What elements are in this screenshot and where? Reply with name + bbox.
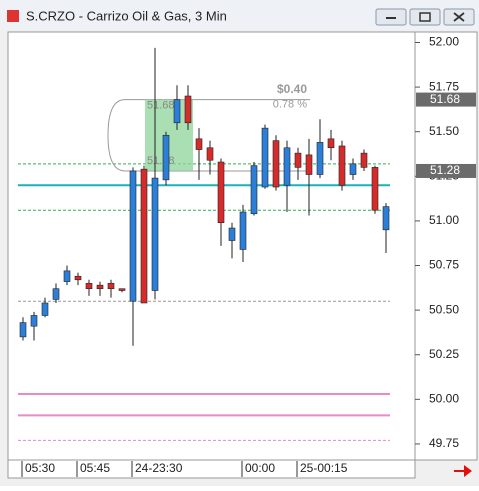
candle-body bbox=[294, 152, 302, 168]
price-marker bbox=[416, 163, 476, 178]
maximize-button[interactable] bbox=[409, 8, 441, 26]
y-tick-label: 49.75 bbox=[429, 436, 459, 450]
range-low-label: 51.28 bbox=[147, 155, 175, 167]
candle-body bbox=[283, 147, 291, 186]
price-marker-label: 51.28 bbox=[430, 163, 460, 177]
y-tick-label: 51.50 bbox=[429, 124, 459, 138]
y-tick-label: 51.00 bbox=[429, 213, 459, 227]
candle-body bbox=[316, 142, 324, 175]
y-tick-label: 50.50 bbox=[429, 302, 459, 316]
plot-area bbox=[7, 31, 416, 461]
candle-body bbox=[195, 138, 203, 150]
candle-body bbox=[30, 315, 38, 327]
candle-body bbox=[140, 168, 148, 304]
app-icon bbox=[7, 10, 19, 22]
range-change: $0.40 bbox=[277, 82, 307, 96]
x-tick-label: 24-23:30 bbox=[135, 461, 183, 475]
time-axis bbox=[7, 459, 416, 479]
scroll-arrow[interactable] bbox=[454, 465, 472, 477]
candle-body bbox=[107, 283, 115, 290]
maximize-glyph bbox=[419, 12, 431, 22]
range-high-label: 51.68 bbox=[147, 99, 175, 111]
candle-body bbox=[327, 138, 335, 149]
candle-body bbox=[206, 147, 214, 161]
x-tick-label: 05:30 bbox=[25, 461, 55, 475]
x-tick-label: 25-00:15 bbox=[300, 461, 348, 475]
candle-body bbox=[305, 154, 313, 175]
candle-body bbox=[382, 206, 390, 231]
candle-body bbox=[261, 127, 269, 188]
price-marker bbox=[416, 92, 476, 107]
y-tick-label: 50.00 bbox=[429, 392, 459, 406]
candle-body bbox=[173, 99, 181, 124]
candle-body bbox=[349, 163, 357, 175]
x-tick-label: 00:00 bbox=[245, 461, 275, 475]
candle-body bbox=[217, 161, 225, 223]
window-title: S.CRZO - Carrizo Oil & Gas, 3 Min bbox=[26, 8, 227, 23]
y-tick-label: 50.75 bbox=[429, 258, 459, 272]
candle-body bbox=[360, 152, 368, 168]
candle-body bbox=[129, 170, 137, 302]
candle-body bbox=[96, 284, 104, 290]
candle-body bbox=[41, 302, 49, 316]
candle-body bbox=[85, 283, 93, 290]
candle-body bbox=[162, 134, 170, 181]
y-tick-label: 51.75 bbox=[429, 79, 459, 93]
candle-body bbox=[19, 322, 27, 338]
y-tick-label: 50.25 bbox=[429, 347, 459, 361]
candle-body bbox=[250, 165, 258, 215]
candle-body bbox=[228, 227, 236, 241]
candle-body bbox=[371, 167, 379, 211]
candle-body bbox=[151, 177, 159, 291]
candle-body bbox=[63, 270, 71, 282]
candle-body bbox=[338, 145, 346, 186]
price-marker-label: 51.68 bbox=[430, 92, 460, 106]
range-outline bbox=[107, 99, 310, 172]
range-percent: 0.78 % bbox=[273, 98, 307, 110]
candle-body bbox=[74, 275, 82, 281]
candle-body bbox=[272, 140, 280, 188]
y-tick-label: 52.00 bbox=[429, 35, 459, 49]
candle-body bbox=[52, 288, 60, 300]
candle-body bbox=[118, 288, 126, 291]
candle-body bbox=[239, 211, 247, 250]
x-tick-label: 05:45 bbox=[80, 461, 110, 475]
candle-body bbox=[184, 95, 192, 124]
close-glyph bbox=[453, 12, 465, 22]
